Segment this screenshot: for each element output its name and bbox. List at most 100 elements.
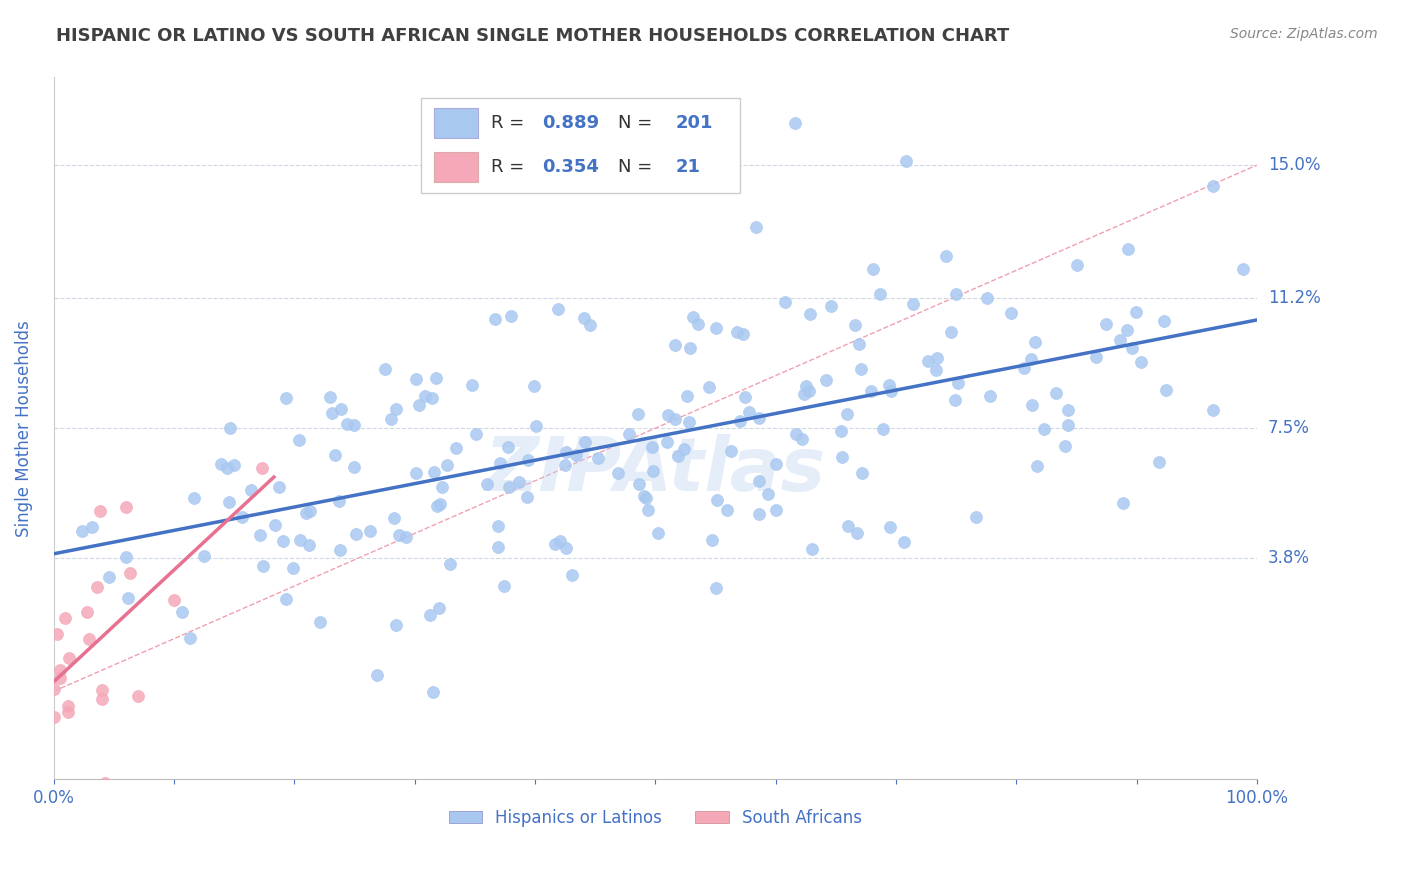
Point bbox=[218, 494, 240, 508]
Point bbox=[1202, 179, 1225, 194]
Point bbox=[849, 362, 872, 376]
Point bbox=[939, 325, 962, 339]
Point bbox=[366, 668, 388, 682]
Point bbox=[790, 432, 813, 446]
Point bbox=[252, 559, 274, 574]
Point bbox=[231, 510, 253, 524]
Point bbox=[1095, 318, 1118, 332]
Point bbox=[627, 477, 650, 491]
Point bbox=[579, 318, 602, 332]
Point bbox=[756, 487, 779, 501]
Point bbox=[115, 549, 138, 564]
Point bbox=[851, 466, 873, 480]
Point bbox=[748, 411, 770, 425]
Point bbox=[901, 297, 924, 311]
Point bbox=[636, 491, 658, 506]
Point bbox=[679, 342, 702, 356]
Point bbox=[1085, 351, 1108, 365]
Point bbox=[298, 538, 321, 552]
Point bbox=[163, 592, 186, 607]
Point bbox=[554, 445, 576, 459]
Point bbox=[1112, 496, 1135, 510]
Point bbox=[668, 449, 690, 463]
Point bbox=[267, 479, 290, 493]
Point bbox=[704, 321, 727, 335]
Point bbox=[344, 527, 367, 541]
Point bbox=[385, 618, 408, 632]
Point bbox=[1125, 304, 1147, 318]
Point bbox=[830, 424, 852, 438]
Point bbox=[678, 415, 700, 429]
Point bbox=[943, 393, 966, 408]
Point bbox=[619, 427, 641, 442]
Point bbox=[1057, 417, 1080, 432]
Point bbox=[1053, 439, 1076, 453]
Point bbox=[844, 318, 866, 333]
Point bbox=[388, 527, 411, 541]
Point bbox=[58, 651, 80, 665]
Point bbox=[97, 570, 120, 584]
Point bbox=[215, 461, 238, 475]
Point bbox=[394, 530, 416, 544]
Text: HISPANIC OR LATINO VS SOUTH AFRICAN SINGLE MOTHER HOUSEHOLDS CORRELATION CHART: HISPANIC OR LATINO VS SOUTH AFRICAN SING… bbox=[56, 27, 1010, 45]
Point bbox=[845, 526, 868, 541]
Point bbox=[499, 309, 522, 323]
Point bbox=[429, 497, 451, 511]
Point bbox=[1012, 360, 1035, 375]
Point bbox=[484, 312, 506, 326]
Point bbox=[423, 465, 446, 479]
Point bbox=[183, 491, 205, 505]
Point bbox=[516, 452, 538, 467]
Point bbox=[543, 537, 565, 551]
Point bbox=[731, 326, 754, 341]
Point bbox=[1147, 455, 1170, 469]
Point bbox=[664, 338, 686, 352]
Point bbox=[44, 681, 66, 696]
Point bbox=[793, 387, 815, 401]
Point bbox=[273, 534, 295, 549]
Point bbox=[425, 371, 447, 385]
Point bbox=[820, 299, 842, 313]
Point bbox=[342, 459, 364, 474]
Point bbox=[1201, 402, 1223, 417]
Point bbox=[127, 690, 149, 704]
Point bbox=[848, 337, 870, 351]
Point bbox=[877, 378, 900, 392]
Point bbox=[193, 549, 215, 564]
Text: ZIPAtlas: ZIPAtlas bbox=[485, 434, 825, 507]
Point bbox=[550, 534, 572, 549]
Point bbox=[53, 610, 76, 624]
Text: 3.8%: 3.8% bbox=[1268, 549, 1310, 567]
Point bbox=[385, 401, 408, 416]
Point bbox=[799, 307, 821, 321]
Point bbox=[637, 503, 659, 517]
Point bbox=[224, 458, 246, 472]
Point bbox=[436, 458, 458, 473]
Point bbox=[405, 466, 427, 480]
Point bbox=[1109, 333, 1132, 347]
Point bbox=[965, 509, 987, 524]
Point bbox=[554, 458, 576, 472]
Point bbox=[329, 401, 352, 416]
Point bbox=[496, 441, 519, 455]
Point bbox=[586, 451, 609, 466]
Point bbox=[276, 591, 298, 606]
Point bbox=[869, 287, 891, 301]
Point bbox=[321, 406, 343, 420]
Point bbox=[976, 291, 998, 305]
Point bbox=[288, 533, 311, 547]
Point bbox=[523, 379, 546, 393]
Point bbox=[42, 710, 65, 724]
Point bbox=[77, 632, 100, 647]
Point bbox=[765, 503, 787, 517]
Point bbox=[239, 483, 262, 497]
Point bbox=[444, 441, 467, 455]
Point bbox=[432, 480, 454, 494]
Point bbox=[574, 434, 596, 449]
Point bbox=[800, 542, 823, 557]
Point bbox=[745, 219, 768, 234]
Point bbox=[439, 557, 461, 571]
Point bbox=[299, 503, 322, 517]
Point bbox=[773, 295, 796, 310]
Point bbox=[343, 418, 366, 433]
